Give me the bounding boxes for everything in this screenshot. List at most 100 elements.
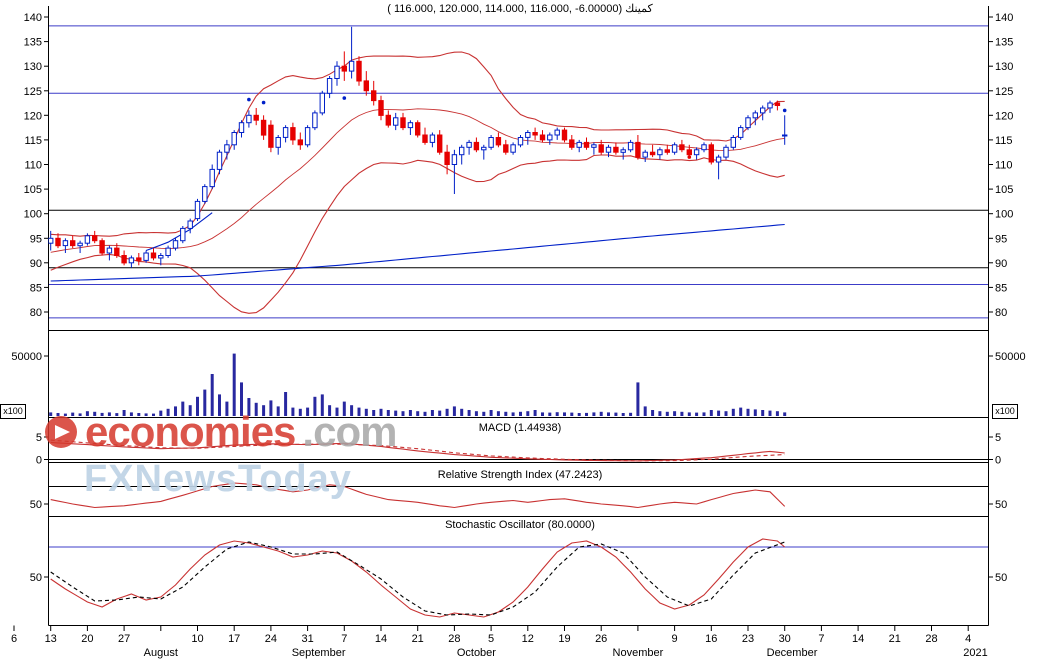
candle-body: [128, 257, 135, 264]
candle-body: [99, 240, 105, 254]
candle-body: [598, 144, 604, 153]
candle-body: [488, 137, 494, 148]
date-label: 28: [448, 633, 460, 645]
volume-bar: [563, 412, 566, 416]
date-label: 14: [375, 633, 387, 645]
volume-bar: [196, 396, 199, 416]
candle-body: [539, 134, 546, 141]
volume-bar: [93, 411, 97, 416]
candle-body: [752, 112, 758, 119]
volume-bar: [519, 411, 522, 416]
volume-bar: [107, 412, 111, 416]
volume-bar: [247, 398, 251, 416]
candle-body: [605, 146, 612, 153]
candle-body: [532, 132, 538, 136]
volume-bar: [408, 410, 412, 416]
candle-body: [62, 240, 69, 247]
candle-body: [422, 134, 428, 143]
volume-bar: [423, 411, 427, 416]
candle-body: [77, 242, 83, 247]
macd-axis-label: 5: [36, 432, 42, 444]
volume-bar: [240, 382, 243, 416]
volume-bar: [548, 412, 552, 416]
volume-scale-right: x100: [992, 404, 1018, 419]
volume-bar: [739, 407, 743, 416]
candle-body: [216, 151, 223, 170]
candle-body: [723, 146, 729, 158]
volume-bar: [335, 407, 339, 416]
date-label: 12: [522, 633, 534, 645]
month-label: 2021: [963, 647, 987, 659]
volume-bar: [643, 406, 647, 416]
price-axis-label: 90: [30, 258, 42, 270]
candle-body: [693, 149, 700, 156]
candle-body: [150, 252, 157, 259]
candle-body: [92, 235, 98, 242]
rsi-axis-label: 50: [30, 499, 42, 511]
price-axis-label: 120: [24, 110, 42, 122]
candle-body: [393, 117, 399, 126]
date-label: 27: [118, 633, 130, 645]
candle-body: [84, 235, 91, 244]
volume-bar: [746, 408, 750, 416]
candle-body: [400, 117, 406, 129]
volume-bar: [218, 394, 221, 416]
candle-body: [238, 122, 245, 133]
date-label: 21: [889, 633, 901, 645]
volume-bar: [115, 413, 119, 416]
volume-bar: [541, 412, 544, 416]
candle-body: [547, 134, 553, 141]
candle-body: [187, 220, 193, 229]
candle-body: [194, 200, 201, 220]
candle-body: [326, 78, 333, 94]
candle-body: [473, 141, 480, 151]
volume-bar: [306, 407, 310, 416]
candle-body: [407, 122, 414, 129]
macd-signal-line: [50, 439, 785, 462]
volume-bar: [174, 406, 177, 416]
volume-bar: [445, 408, 449, 416]
price-axis-label: 100: [995, 209, 1013, 221]
volume-axis-label: 50000: [995, 351, 1026, 363]
volume-bar: [159, 410, 163, 416]
date-label: 20: [81, 633, 93, 645]
volume-bar: [614, 412, 618, 416]
price-axis-label: 85: [995, 282, 1007, 294]
candle-body: [304, 127, 311, 146]
volume-bar: [687, 412, 691, 416]
candle-body: [202, 186, 208, 202]
price-marker-dot: [782, 108, 787, 113]
price-axis-label: 95: [995, 233, 1007, 245]
date-label: 14: [852, 633, 864, 645]
candle-body: [165, 247, 171, 257]
volume-bar: [232, 353, 236, 416]
volume-bar: [526, 411, 530, 416]
volume-bar: [599, 411, 603, 416]
candle-body: [363, 80, 370, 92]
candle-body: [209, 168, 215, 188]
candle-body: [649, 151, 656, 156]
candle-body: [180, 227, 186, 242]
volume-bar: [85, 411, 89, 416]
candle-body: [760, 107, 766, 114]
date-label: 13: [45, 633, 57, 645]
candle-body: [348, 60, 355, 72]
volume-bar: [313, 396, 317, 416]
volume-bar: [665, 411, 669, 416]
candle-body: [172, 240, 179, 249]
month-label: October: [457, 647, 496, 659]
candle-body: [378, 100, 384, 116]
price-axis-label: 125: [995, 86, 1013, 98]
bollinger-upper-band: [50, 51, 785, 237]
month-label: November: [613, 647, 664, 659]
candle-body: [657, 149, 663, 156]
volume-bar: [210, 374, 214, 416]
candle-body: [282, 127, 289, 138]
date-label: 9: [672, 633, 678, 645]
volume-bar: [629, 412, 633, 416]
volume-bar: [592, 412, 596, 416]
candle-body: [679, 144, 685, 151]
volume-bar: [673, 411, 677, 416]
